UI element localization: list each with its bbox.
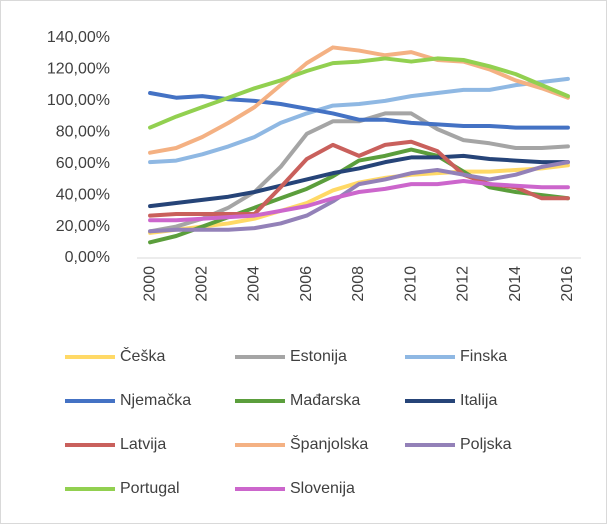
legend-label: Njemačka — [120, 392, 191, 409]
x-tick-label: 2016 — [559, 266, 576, 302]
x-tick-label: 2006 — [298, 266, 315, 302]
series-line — [148, 45, 570, 155]
legend-label: Estonija — [290, 348, 347, 365]
y-tick-label: 60,00% — [56, 155, 110, 172]
series-line — [148, 179, 570, 223]
series-line — [148, 160, 570, 234]
x-tick-label: 2000 — [141, 266, 158, 302]
y-tick-label: 0,00% — [65, 249, 110, 266]
legend-label: Španjolska — [290, 434, 368, 453]
series-line — [148, 91, 570, 130]
legend-label: Finska — [460, 348, 507, 365]
x-tick-label: 2008 — [350, 266, 367, 302]
legend-label: Poljska — [460, 436, 512, 453]
legend-label: Slovenija — [290, 480, 355, 497]
x-tick-label: 2012 — [455, 266, 472, 302]
legend-label: Italija — [460, 392, 497, 409]
series-line — [148, 153, 570, 209]
series-line — [148, 56, 570, 130]
y-tick-label: 120,00% — [47, 61, 110, 78]
legend-label: Mađarska — [290, 392, 360, 409]
series-line — [148, 76, 570, 165]
legend-label: Latvija — [120, 436, 166, 453]
legend-label: Portugal — [120, 480, 180, 497]
y-tick-label: 20,00% — [56, 218, 110, 235]
x-tick-label: 2004 — [246, 266, 263, 302]
y-tick-label: 40,00% — [56, 186, 110, 203]
y-tick-label: 80,00% — [56, 124, 110, 141]
legend-label: Češka — [120, 346, 165, 365]
series-line — [148, 147, 570, 245]
y-tick-label: 140,00% — [47, 29, 110, 46]
y-tick-label: 100,00% — [47, 92, 110, 109]
x-tick-label: 2010 — [402, 266, 419, 302]
x-tick-label: 2014 — [507, 266, 524, 302]
x-tick-label: 2002 — [194, 266, 211, 302]
